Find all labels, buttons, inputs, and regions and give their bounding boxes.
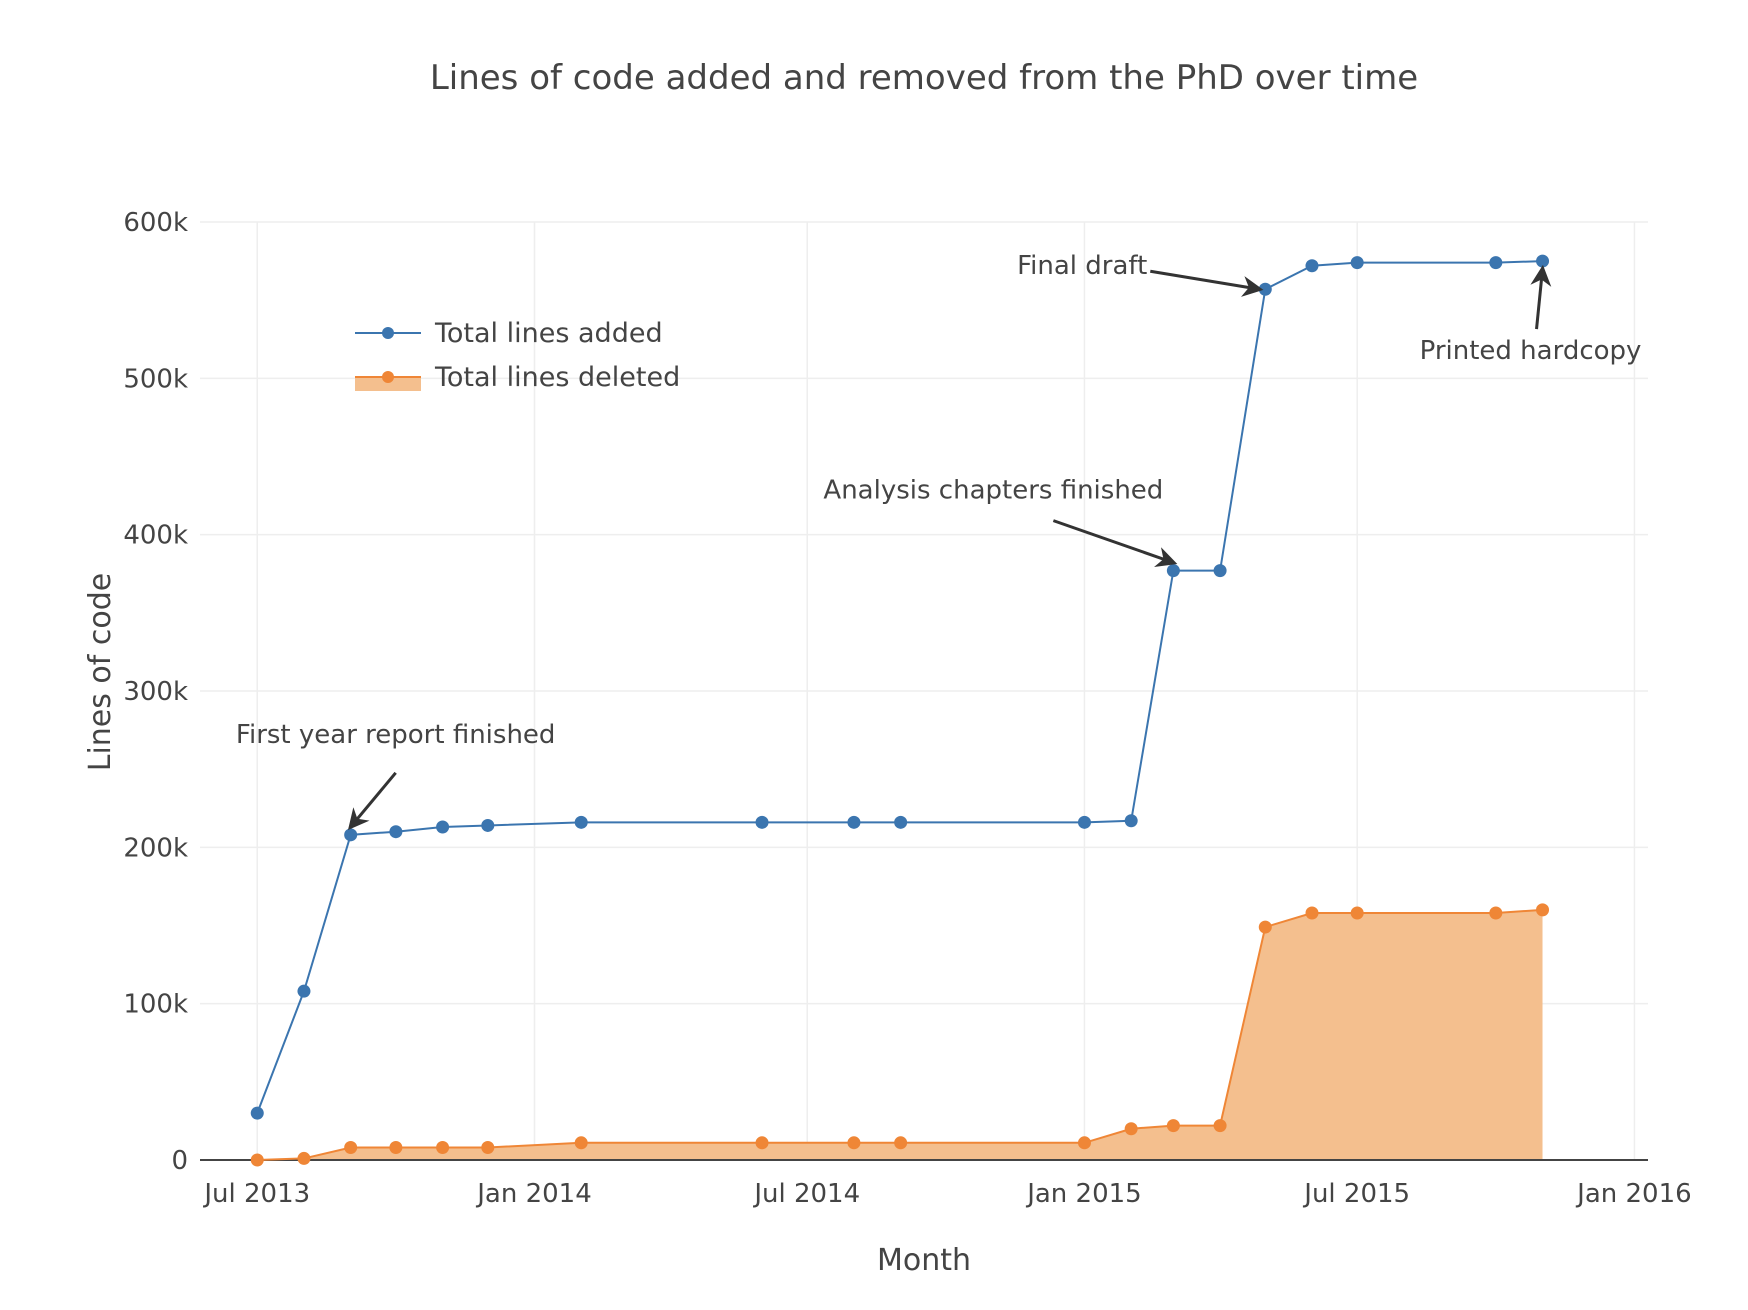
data-point-added xyxy=(250,1106,264,1120)
data-point-added xyxy=(1350,256,1364,270)
data-point-added xyxy=(847,815,861,829)
data-point-deleted xyxy=(755,1136,769,1150)
data-point-deleted xyxy=(297,1151,311,1165)
annotation-arrow xyxy=(347,771,397,831)
x-tick-label: Jan 2016 xyxy=(1575,1179,1692,1209)
data-point-deleted xyxy=(1258,920,1272,934)
series-point-layer xyxy=(250,254,1550,1167)
grid xyxy=(200,221,1648,1160)
y-tick-label: 0 xyxy=(171,1146,188,1176)
data-point-added xyxy=(389,825,403,839)
data-point-deleted xyxy=(847,1136,861,1150)
annotation-arrow xyxy=(1530,264,1552,330)
data-point-added xyxy=(755,815,769,829)
data-point-deleted xyxy=(1305,906,1319,920)
data-point-added xyxy=(481,818,495,832)
data-point-added xyxy=(1077,815,1091,829)
y-tick-label: 500k xyxy=(123,364,188,394)
annotation-label: Printed hardcopy xyxy=(1420,336,1642,366)
legend-swatch-fill-deleted xyxy=(355,377,421,391)
legend-label-added: Total lines added xyxy=(434,318,663,349)
data-point-deleted xyxy=(1124,1122,1138,1136)
data-point-deleted xyxy=(1350,906,1364,920)
series-fill-layer xyxy=(257,909,1543,1160)
data-point-deleted xyxy=(436,1140,450,1154)
data-point-added xyxy=(574,815,588,829)
data-point-deleted xyxy=(574,1136,588,1150)
x-tick-label: Jul 2015 xyxy=(1302,1179,1410,1209)
data-point-deleted xyxy=(1489,906,1503,920)
x-tick-label: Jan 2014 xyxy=(475,1179,592,1209)
x-tick-label: Jul 2014 xyxy=(752,1179,860,1209)
data-point-added xyxy=(297,984,311,998)
y-tick-label: 400k xyxy=(123,521,188,551)
data-point-added xyxy=(1536,254,1550,268)
annotation-label: Final draft xyxy=(1017,251,1147,281)
data-point-deleted xyxy=(389,1140,403,1154)
legend-swatch-marker-deleted xyxy=(382,371,394,383)
chart-title: Lines of code added and removed from the… xyxy=(430,58,1418,98)
data-point-deleted xyxy=(344,1140,358,1154)
axes: 0 100k 200k 300k 400k 500k 600k Jul 2013 Jan 201… xyxy=(123,208,1691,1209)
x-tick-label: Jul 2013 xyxy=(202,1179,310,1209)
x-tick-label: Jan 2015 xyxy=(1025,1179,1142,1209)
y-tick-label: 200k xyxy=(123,833,188,863)
legend: Total lines added Total lines deleted xyxy=(355,318,680,393)
annotation-arrow xyxy=(1150,269,1264,297)
data-point-deleted xyxy=(1536,903,1550,917)
data-point-added xyxy=(1166,564,1180,578)
data-point-deleted xyxy=(1213,1119,1227,1133)
y-axis-title: Lines of code xyxy=(83,573,118,772)
annotations: First year report finished Analysis chapt… xyxy=(236,251,1642,831)
data-point-added xyxy=(436,820,450,834)
data-point-added xyxy=(344,828,358,842)
legend-item-deleted[interactable]: Total lines deleted xyxy=(355,362,680,393)
series-area-deleted xyxy=(257,909,1543,1160)
data-point-added xyxy=(1124,814,1138,828)
data-point-deleted xyxy=(250,1153,264,1167)
annotation-label: Analysis chapters finished xyxy=(823,476,1163,506)
data-point-deleted xyxy=(894,1136,908,1150)
y-tick-label: 100k xyxy=(123,990,188,1020)
annotation-label: First year report finished xyxy=(236,720,556,750)
annotation-arrow xyxy=(1052,519,1178,567)
legend-label-deleted: Total lines deleted xyxy=(434,362,680,393)
data-point-added xyxy=(894,815,908,829)
data-point-added xyxy=(1213,564,1227,578)
legend-swatch-marker-added xyxy=(382,327,394,339)
data-point-added xyxy=(1258,282,1272,296)
legend-item-added[interactable]: Total lines added xyxy=(355,318,663,349)
data-point-deleted xyxy=(1077,1136,1091,1150)
y-tick-label: 600k xyxy=(123,208,188,238)
x-axis-title: Month xyxy=(877,1243,971,1278)
data-point-added xyxy=(1489,256,1503,270)
data-point-deleted xyxy=(1166,1119,1180,1133)
y-tick-label: 300k xyxy=(123,677,188,707)
data-point-added xyxy=(1305,259,1319,273)
data-point-deleted xyxy=(481,1140,495,1154)
